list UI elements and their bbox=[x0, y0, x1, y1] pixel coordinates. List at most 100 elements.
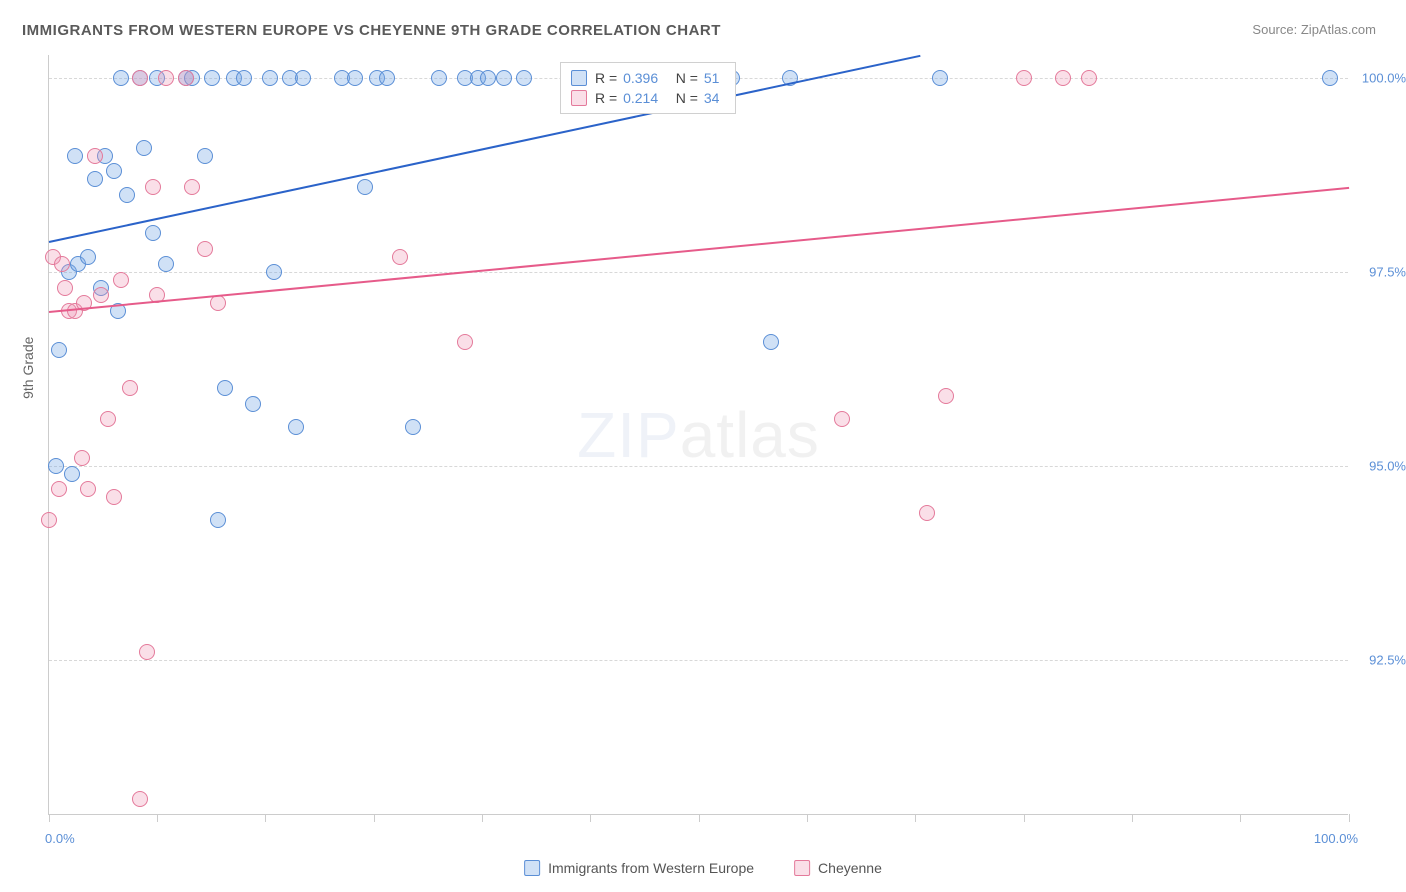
legend-stats: R = 0.214 N = 34 bbox=[595, 90, 725, 106]
scatter-point-b bbox=[80, 481, 96, 497]
scatter-point-a bbox=[295, 70, 311, 86]
legend-swatch bbox=[794, 860, 810, 876]
correlation-legend: R = 0.396 N = 51 R = 0.214 N = 34 bbox=[560, 62, 736, 114]
scatter-point-a bbox=[217, 380, 233, 396]
scatter-point-b bbox=[132, 70, 148, 86]
scatter-point-a bbox=[113, 70, 129, 86]
scatter-point-b bbox=[57, 280, 73, 296]
source-label: Source: bbox=[1252, 22, 1297, 37]
scatter-point-b bbox=[184, 179, 200, 195]
x-tick bbox=[374, 814, 375, 822]
scatter-point-a bbox=[262, 70, 278, 86]
legend-label: Immigrants from Western Europe bbox=[548, 860, 754, 876]
scatter-point-a bbox=[347, 70, 363, 86]
scatter-point-a bbox=[245, 396, 261, 412]
scatter-point-a bbox=[379, 70, 395, 86]
legend-item-b: Cheyenne bbox=[794, 860, 882, 876]
scatter-point-a bbox=[87, 171, 103, 187]
scatter-point-b bbox=[210, 295, 226, 311]
scatter-point-a bbox=[204, 70, 220, 86]
x-tick bbox=[1132, 814, 1133, 822]
scatter-point-a bbox=[48, 458, 64, 474]
scatter-point-b bbox=[74, 450, 90, 466]
scatter-point-a bbox=[197, 148, 213, 164]
y-axis-title: 9th Grade bbox=[20, 337, 36, 399]
y-tick-label: 95.0% bbox=[1369, 459, 1406, 474]
scatter-point-b bbox=[106, 489, 122, 505]
scatter-point-b bbox=[93, 287, 109, 303]
scatter-point-a bbox=[932, 70, 948, 86]
scatter-point-a bbox=[405, 419, 421, 435]
y-tick-label: 92.5% bbox=[1369, 652, 1406, 667]
x-axis-min-label: 0.0% bbox=[45, 831, 75, 846]
x-tick bbox=[265, 814, 266, 822]
scatter-point-a bbox=[119, 187, 135, 203]
x-tick bbox=[699, 814, 700, 822]
scatter-point-b bbox=[834, 411, 850, 427]
trend-line-b bbox=[49, 187, 1349, 313]
scatter-point-a bbox=[136, 140, 152, 156]
scatter-point-b bbox=[1016, 70, 1032, 86]
watermark: ZIPatlas bbox=[577, 398, 820, 472]
scatter-point-a bbox=[106, 163, 122, 179]
legend-stats: R = 0.396 N = 51 bbox=[595, 70, 725, 86]
scatter-point-b bbox=[54, 256, 70, 272]
scatter-point-b bbox=[87, 148, 103, 164]
legend-item-a: Immigrants from Western Europe bbox=[524, 860, 754, 876]
watermark-thin: atlas bbox=[680, 399, 820, 471]
scatter-point-a bbox=[763, 334, 779, 350]
scatter-point-a bbox=[496, 70, 512, 86]
scatter-point-b bbox=[158, 70, 174, 86]
scatter-plot-area: ZIPatlas 100.0%97.5%95.0%92.5%0.0%100.0% bbox=[48, 55, 1348, 815]
legend-swatch bbox=[571, 70, 587, 86]
scatter-point-b bbox=[132, 791, 148, 807]
scatter-point-b bbox=[122, 380, 138, 396]
scatter-point-b bbox=[41, 512, 57, 528]
source-attribution: Source: ZipAtlas.com bbox=[1252, 22, 1376, 37]
scatter-point-a bbox=[288, 419, 304, 435]
source-site: ZipAtlas.com bbox=[1301, 22, 1376, 37]
x-tick bbox=[915, 814, 916, 822]
x-tick bbox=[157, 814, 158, 822]
legend-row-b: R = 0.214 N = 34 bbox=[571, 88, 725, 108]
scatter-point-b bbox=[938, 388, 954, 404]
scatter-point-a bbox=[145, 225, 161, 241]
scatter-point-a bbox=[1322, 70, 1338, 86]
y-tick-label: 97.5% bbox=[1369, 265, 1406, 280]
scatter-point-b bbox=[197, 241, 213, 257]
chart-title: IMMIGRANTS FROM WESTERN EUROPE VS CHEYEN… bbox=[22, 22, 721, 39]
x-tick bbox=[482, 814, 483, 822]
scatter-point-a bbox=[210, 512, 226, 528]
scatter-point-a bbox=[357, 179, 373, 195]
series-legend: Immigrants from Western Europe Cheyenne bbox=[524, 860, 882, 876]
y-tick-label: 100.0% bbox=[1362, 71, 1406, 86]
x-tick bbox=[49, 814, 50, 822]
scatter-point-b bbox=[392, 249, 408, 265]
scatter-point-b bbox=[1055, 70, 1071, 86]
scatter-point-a bbox=[266, 264, 282, 280]
scatter-point-b bbox=[113, 272, 129, 288]
legend-row-a: R = 0.396 N = 51 bbox=[571, 68, 725, 88]
scatter-point-a bbox=[64, 466, 80, 482]
legend-swatch bbox=[571, 90, 587, 106]
scatter-point-a bbox=[236, 70, 252, 86]
scatter-point-b bbox=[145, 179, 161, 195]
scatter-point-b bbox=[139, 644, 155, 660]
scatter-point-b bbox=[178, 70, 194, 86]
gridline bbox=[49, 466, 1348, 467]
x-tick bbox=[1240, 814, 1241, 822]
scatter-point-a bbox=[51, 342, 67, 358]
x-axis-max-label: 100.0% bbox=[1314, 831, 1358, 846]
x-tick bbox=[1024, 814, 1025, 822]
gridline bbox=[49, 272, 1348, 273]
scatter-point-a bbox=[158, 256, 174, 272]
scatter-point-a bbox=[431, 70, 447, 86]
x-tick bbox=[807, 814, 808, 822]
scatter-point-a bbox=[67, 148, 83, 164]
scatter-point-b bbox=[1081, 70, 1097, 86]
scatter-point-b bbox=[919, 505, 935, 521]
legend-swatch bbox=[524, 860, 540, 876]
legend-label: Cheyenne bbox=[818, 860, 882, 876]
scatter-point-a bbox=[480, 70, 496, 86]
gridline bbox=[49, 660, 1348, 661]
